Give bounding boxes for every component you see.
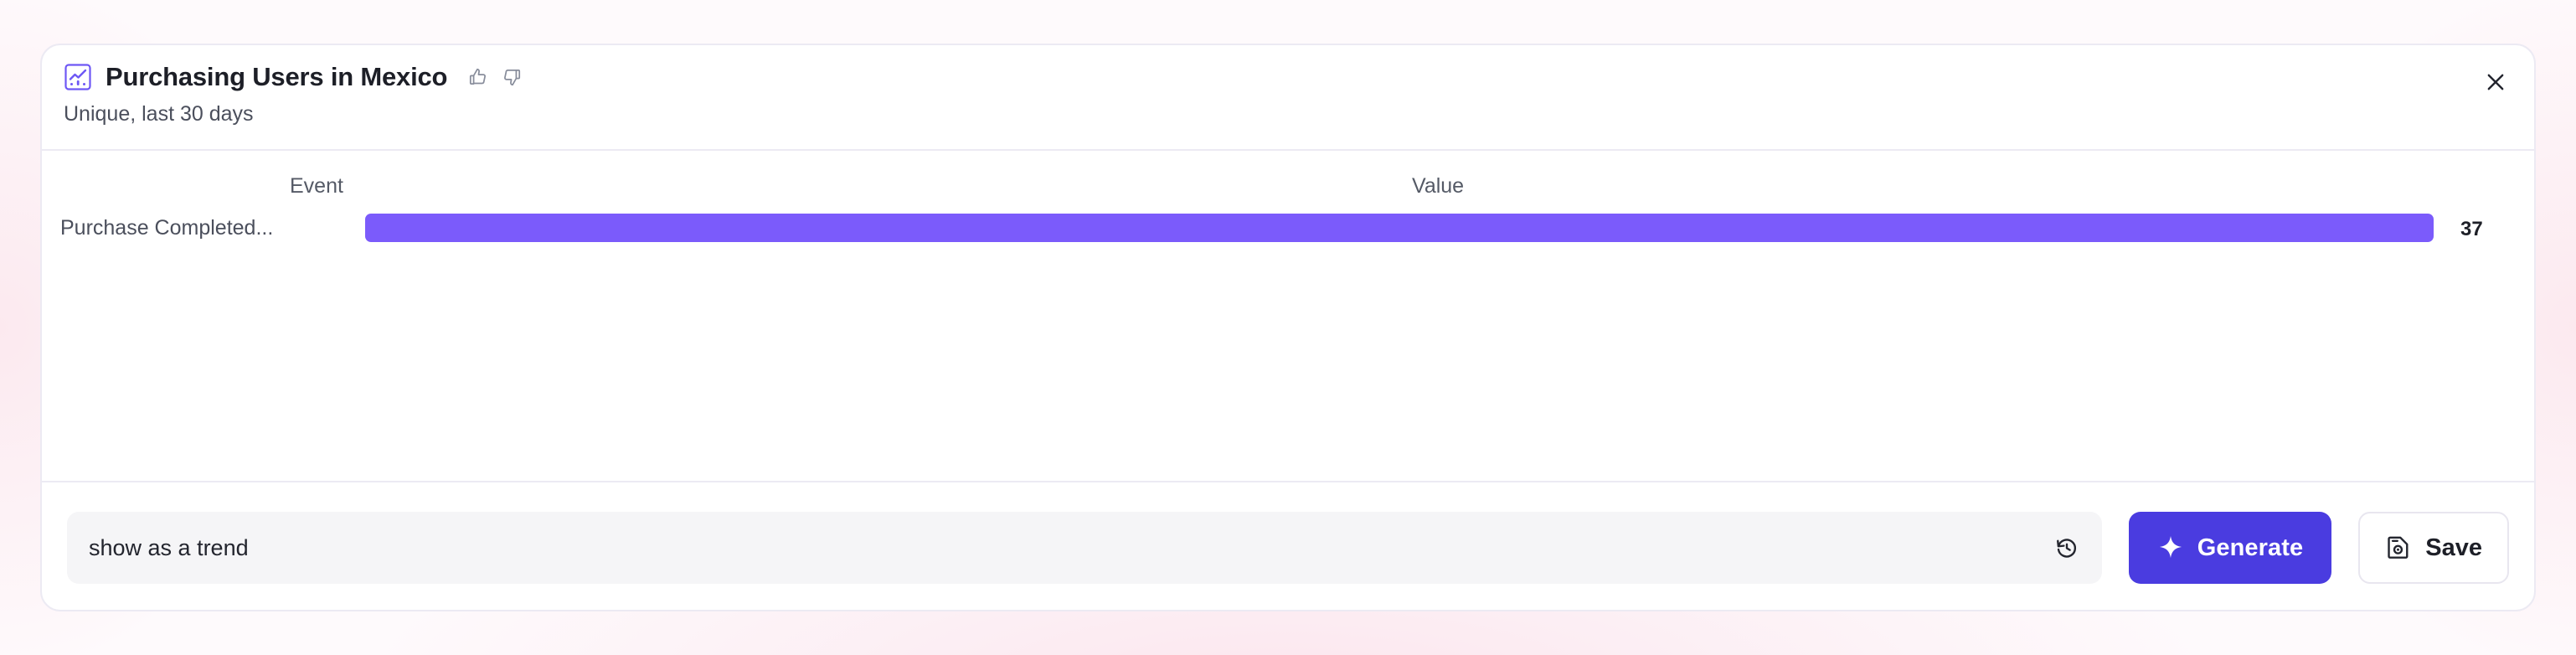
- table-row[interactable]: Purchase Completed... 37: [42, 209, 2534, 246]
- trend-chart-icon: [64, 63, 92, 91]
- page-title: Purchasing Users in Mexico: [106, 62, 448, 91]
- feedback-controls: [466, 64, 524, 90]
- card-title-row: Purchasing Users in Mexico: [64, 62, 524, 92]
- prompt-field-wrapper: [67, 512, 2102, 584]
- save-button-label: Save: [2425, 534, 2482, 561]
- card-footer: Generate Save: [42, 482, 2534, 610]
- save-disk-icon: [2385, 534, 2412, 563]
- thumbs-up-icon[interactable]: [466, 64, 491, 90]
- card-subtitle: Unique, last 30 days: [64, 102, 254, 126]
- footer-divider: [42, 481, 2534, 482]
- table-column-headers: Event Value: [42, 151, 2534, 209]
- bar-value-label: 37: [2460, 218, 2483, 240]
- chart-body: Event Value Purchase Completed... 37: [42, 151, 2534, 481]
- prompt-input[interactable]: [67, 512, 2102, 584]
- bar-chart-rows: Purchase Completed... 37: [42, 209, 2534, 246]
- thumbs-down-icon[interactable]: [499, 64, 524, 90]
- header-divider: [42, 149, 2534, 151]
- save-button[interactable]: Save: [2358, 512, 2509, 584]
- history-icon[interactable]: [2050, 531, 2084, 565]
- column-header-value: Value: [1412, 174, 1465, 198]
- bar-track: [365, 214, 2434, 242]
- bar-row-label: Purchase Completed...: [60, 215, 274, 240]
- close-icon[interactable]: [2477, 64, 2514, 101]
- insight-card: Purchasing Users in Mexico Unique, last …: [40, 44, 2536, 611]
- generate-button-label: Generate: [2197, 534, 2304, 561]
- column-header-event: Event: [290, 174, 343, 198]
- bar-fill: [365, 214, 2434, 242]
- sparkle-icon: [2157, 534, 2184, 563]
- generate-button[interactable]: Generate: [2128, 512, 2332, 584]
- card-header: Purchasing Users in Mexico Unique, last …: [42, 45, 2534, 149]
